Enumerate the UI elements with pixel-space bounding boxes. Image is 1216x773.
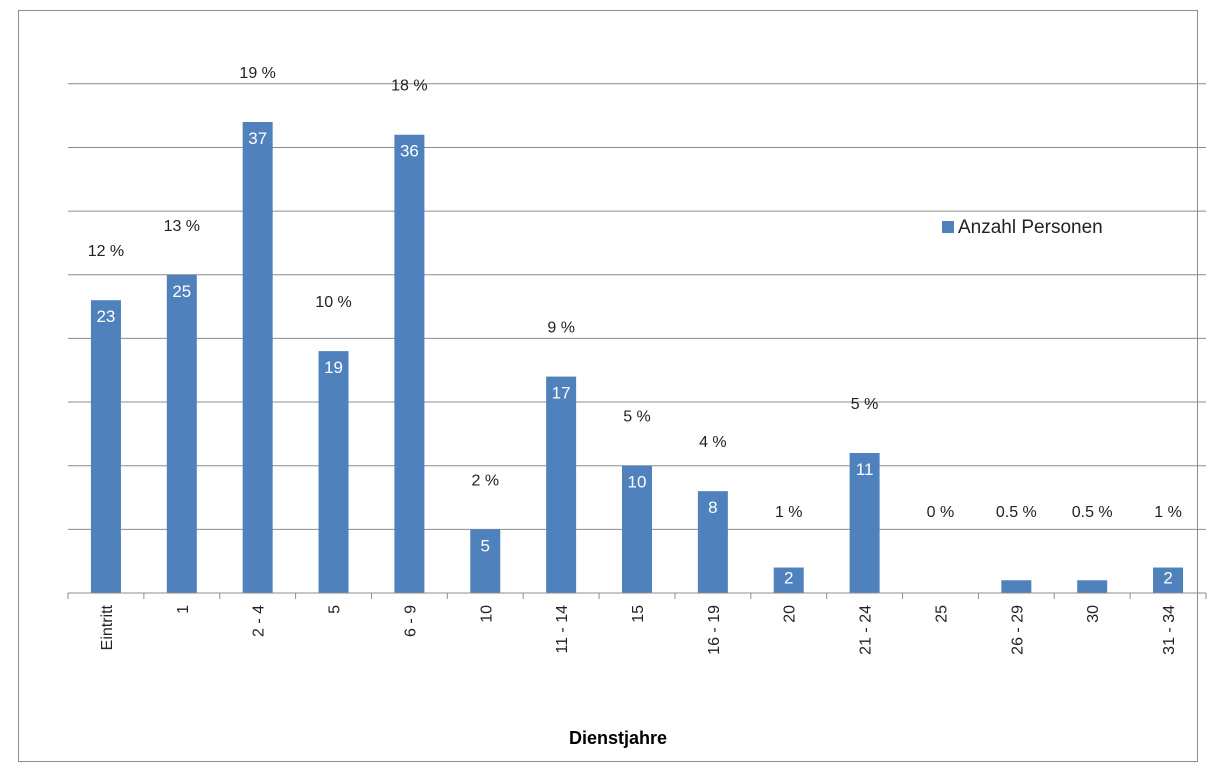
legend: Anzahl Personen [942,217,1103,238]
bar [166,274,197,593]
bar-percent-label: 19 % [239,65,275,82]
percent-labels: 12 % 13 % 19 % 10 % 18 % 2 % 9 % 5 % 4 % 1 % 5 % 0 … [88,65,1182,521]
x-tick-label: 31 - 34 [1161,605,1178,655]
x-tick-label: 10 [478,605,495,623]
bar [1077,580,1108,593]
bar [242,121,273,594]
bar [1001,580,1032,593]
x-tick-label: 6 - 9 [402,605,419,637]
x-axis-ticks [67,593,1207,599]
bar [546,376,577,593]
bar-value-label: 17 [552,384,571,403]
bar [90,300,121,593]
x-tick-label: 15 [630,605,647,623]
bar-percent-label: 10 % [315,294,351,311]
bar-percent-label: 9 % [547,320,575,337]
x-tick-label: 11 - 14 [554,605,571,654]
bar-percent-label: 13 % [164,218,200,235]
x-tick-label: 21 - 24 [858,605,875,655]
bar-percent-label: 5 % [623,409,651,426]
bar [697,491,728,593]
bar-value-label: 5 [481,536,490,555]
bars [90,121,1184,594]
bar-value-label: 19 [324,358,343,377]
x-tick-label: 26 - 29 [1009,605,1026,655]
gridlines [68,83,1206,530]
x-tick-label: Eintritt [99,604,116,650]
x-axis-title: Dienstjahre [569,728,667,748]
x-tick-label: 25 [933,605,950,623]
bar-percent-label: 1 % [775,504,803,521]
bar-percent-label: 0.5 % [1072,504,1113,521]
bar-percent-label: 12 % [88,243,124,260]
legend-swatch [942,221,954,233]
bar-value-label: 10 [628,473,647,492]
x-tick-label: 30 [1085,605,1102,623]
x-axis-tick-labels: Eintritt 1 2 - 4 5 6 - 9 10 11 - 14 15 16 - 19 20… [99,604,1178,654]
bar-percent-label: 4 % [699,434,727,451]
chart-frame [18,10,1198,762]
bar [622,465,652,593]
bar-value-label: 25 [172,282,191,301]
x-tick-label: 1 [175,605,192,614]
bar-percent-label: 0 % [927,504,955,521]
bar-value-label: 2 [784,569,793,588]
bar-percent-label: 5 % [851,396,879,413]
x-tick-label: 2 - 4 [251,605,268,637]
bar [394,134,425,593]
x-tick-label: 20 [782,605,799,623]
bar [318,351,349,593]
bar [1153,567,1184,593]
legend-label: Anzahl Personen [958,217,1103,238]
bar-value-label: 23 [96,307,115,326]
bar [470,529,501,593]
bar-value-label: 11 [856,460,874,479]
value-labels: 23 25 37 19 36 5 17 10 8 2 11 2 [96,129,1172,588]
bar-value-label: 8 [708,498,717,517]
x-tick-label: 5 [327,605,344,614]
bar-value-label: 2 [1163,569,1172,588]
x-tick-label: 16 - 19 [706,605,723,655]
bar-percent-label: 2 % [471,472,499,489]
bar-value-label: 36 [400,142,419,161]
bar-percent-label: 0.5 % [996,504,1037,521]
bar [773,567,804,593]
bar-percent-label: 1 % [1154,504,1182,521]
bar-value-label: 37 [248,129,267,148]
bar [849,452,880,593]
bar-percent-label: 18 % [391,78,427,95]
